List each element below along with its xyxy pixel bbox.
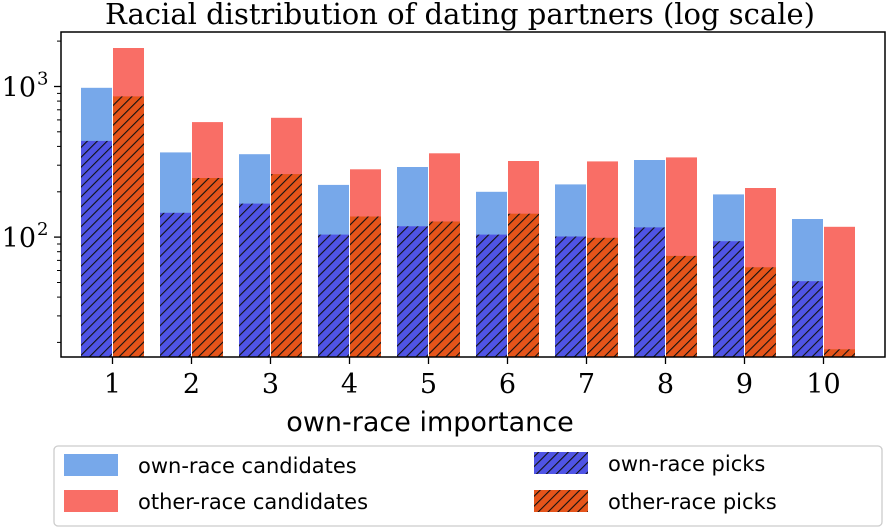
x-tick-label: 10	[806, 369, 840, 400]
y-tick-label-1000: 10 3	[2, 69, 49, 104]
x-tick-label: 9	[736, 369, 753, 400]
legend: own-race candidates own-race picks other-r…	[53, 445, 883, 527]
bar-own-race-picks-9	[713, 241, 744, 357]
legend-label-own-race-picks: own-race picks	[608, 452, 765, 476]
bar-own-race-picks-6	[476, 234, 507, 357]
legend-label-own-race-candidates: own-race candidates	[138, 454, 357, 478]
x-axis-ticks: 1 2 3 4 5 6 7 8 9 10	[104, 357, 841, 400]
bar-other-race-picks-8	[666, 255, 697, 357]
x-tick-label: 1	[104, 369, 121, 400]
chart-title: Racial distribution of dating partners (…	[105, 0, 815, 31]
bar-other-race-picks-3	[271, 174, 302, 357]
bar-own-race-picks-5	[397, 226, 428, 357]
x-tick-label: 3	[262, 369, 279, 400]
bar-own-race-picks-7	[555, 236, 586, 357]
plot-frame	[60, 31, 886, 358]
bar-other-race-picks-7	[587, 237, 618, 357]
x-tick-label: 6	[499, 369, 516, 400]
bar-own-race-picks-2	[160, 212, 191, 357]
legend-swatch-own-race-candidates	[64, 454, 118, 476]
bar-own-race-picks-4	[318, 234, 349, 357]
x-tick-label: 5	[420, 369, 437, 400]
y-tick-exponent: 2	[37, 219, 48, 240]
y-tick-label-100: 10 2	[2, 219, 49, 254]
bar-other-race-picks-4	[350, 216, 381, 357]
legend-label-other-race-candidates: other-race candidates	[138, 490, 368, 514]
bar-own-race-picks-1	[81, 140, 112, 357]
x-tick-label: 4	[341, 369, 358, 400]
bar-other-race-picks-1	[113, 96, 144, 358]
x-axis-label: own-race importance	[286, 407, 573, 438]
x-tick-label: 7	[578, 369, 595, 400]
y-tick-base: 10	[2, 223, 36, 254]
bar-other-race-picks-6	[508, 213, 539, 357]
bar-own-race-picks-8	[634, 227, 665, 357]
legend-frame	[53, 445, 883, 527]
legend-label-other-race-picks: other-race picks	[608, 490, 777, 514]
bar-other-race-candidates-10	[824, 226, 855, 357]
legend-swatch-other-race-candidates	[64, 490, 118, 512]
x-tick-label: 8	[657, 369, 674, 400]
y-tick-exponent: 3	[37, 69, 48, 90]
bar-other-race-picks-5	[429, 221, 460, 357]
y-tick-base: 10	[2, 73, 36, 104]
bar-other-race-picks-10	[824, 349, 855, 357]
bar-other-race-picks-2	[192, 178, 223, 357]
bar-own-race-picks-3	[239, 203, 270, 357]
x-tick-label: 2	[183, 369, 200, 400]
bar-own-race-picks-10	[792, 281, 823, 357]
legend-swatch-own-race-picks	[534, 452, 588, 474]
bar-other-race-picks-9	[745, 267, 776, 357]
bars-layer	[81, 48, 855, 358]
legend-swatch-other-race-picks	[534, 490, 588, 512]
